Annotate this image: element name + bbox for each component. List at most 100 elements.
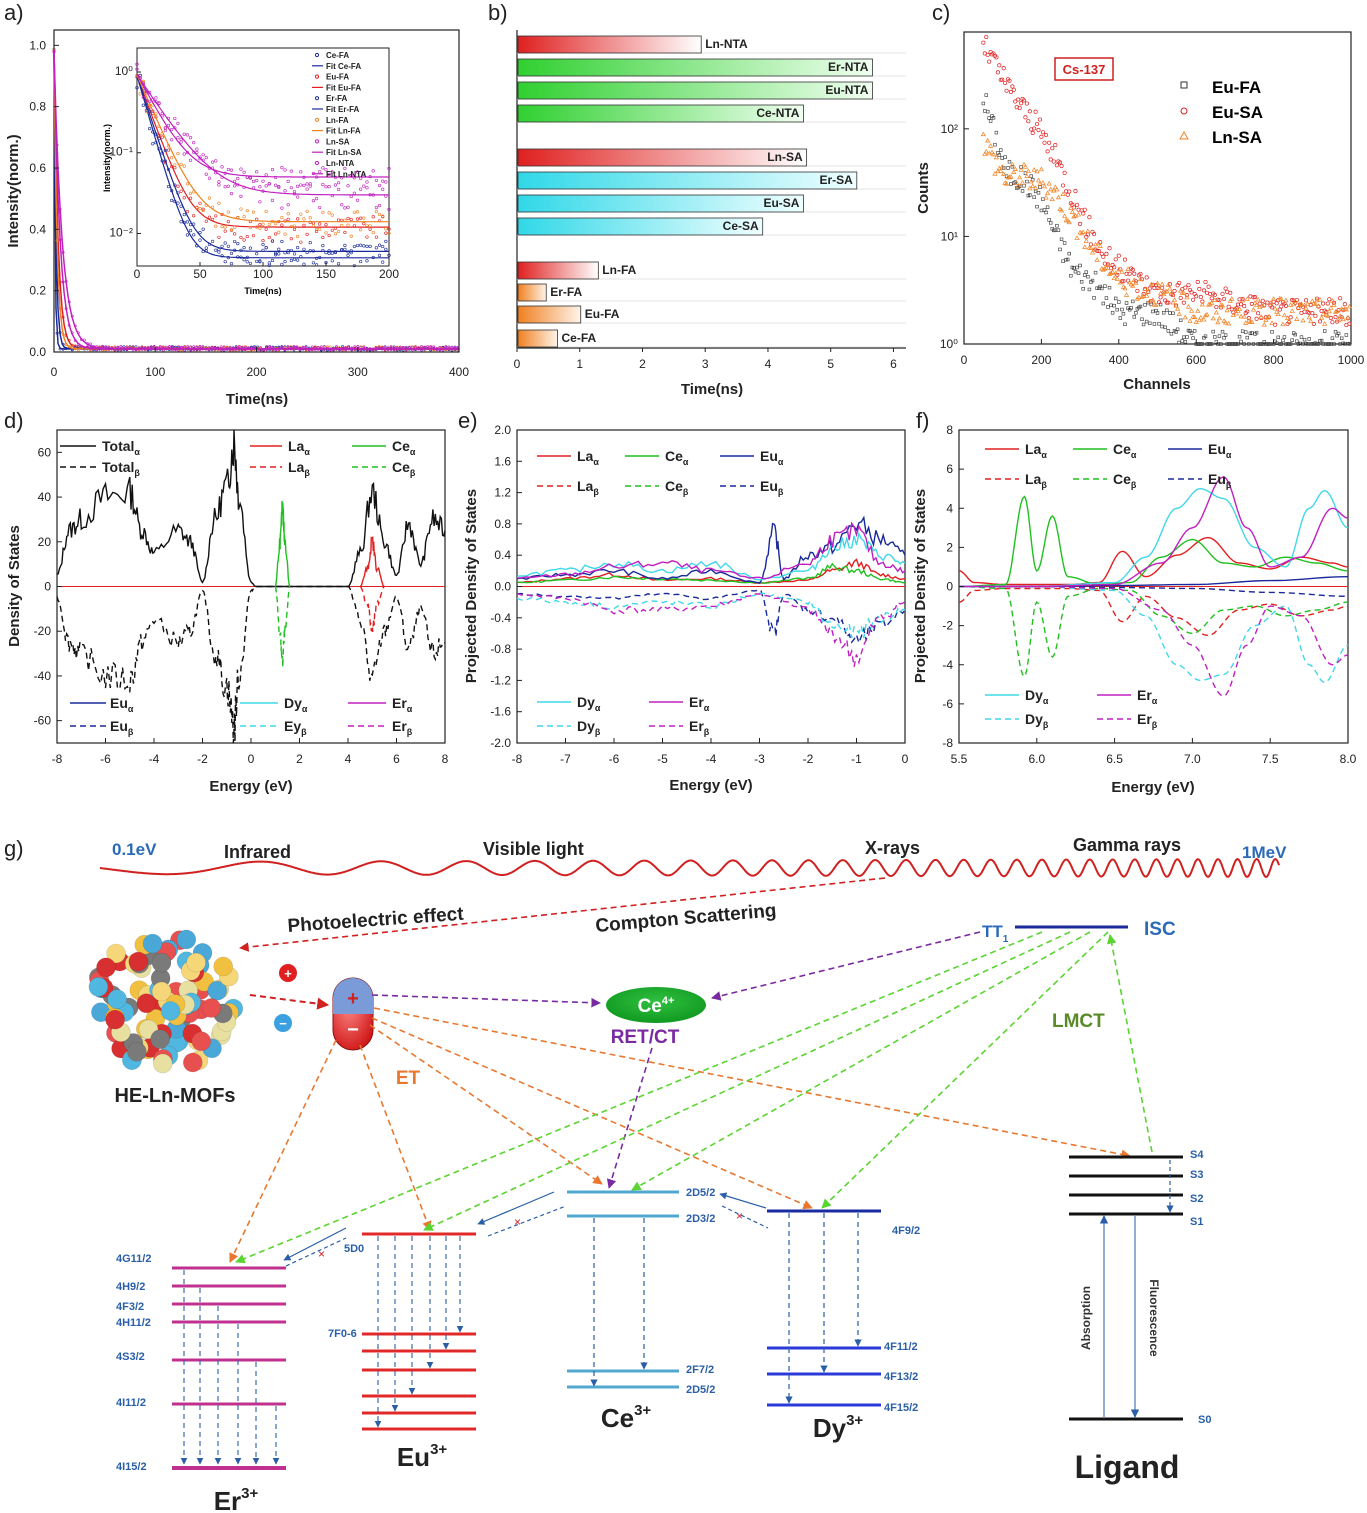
c-point-Eu-SA	[1147, 286, 1152, 291]
inset-point	[182, 152, 186, 156]
inset-point	[229, 228, 234, 232]
t1-label: TT1	[982, 922, 1009, 945]
inset-point	[223, 260, 227, 264]
inset-legend-marker	[314, 117, 320, 122]
inset-point	[229, 251, 234, 256]
c-point-Eu-FA	[1010, 165, 1015, 169]
c-point-Eu-FA	[1086, 274, 1090, 279]
c-point-Eu-SA	[1254, 316, 1259, 321]
dCurves-xtick-label: 0	[248, 752, 255, 766]
er-emission-arrows	[180, 1270, 280, 1465]
c-point-Eu-SA	[1191, 297, 1196, 302]
inset-point	[144, 109, 149, 114]
inset-point	[144, 99, 149, 103]
legend-ce-beta: Ceβ	[392, 459, 416, 478]
c-point-Eu-SA	[1071, 205, 1076, 210]
c-point-Eu-SA	[1033, 109, 1038, 114]
panel-c-legend: Eu-FA Eu-SA Ln-SA	[1179, 78, 1263, 147]
inset-legend-marker	[314, 52, 320, 58]
c-point-Ln-SA	[1314, 297, 1320, 303]
inset-point	[346, 216, 350, 221]
hole-plus-icon: +	[284, 966, 292, 981]
c-point-Ln-SA	[1297, 302, 1303, 307]
c-point-Eu-SA	[1082, 207, 1087, 212]
a-point-Ln-SA	[237, 345, 241, 349]
c-point-Ln-SA	[1233, 310, 1240, 316]
c-point-Ln-SA	[1014, 180, 1020, 185]
c-point-Ln-SA	[1088, 245, 1094, 250]
panel-e-pdos-chart: -8 -7 -6 -5 -4 -3 -2 -1 0 2.0 1.6 1.2 0.8 0.4 0.0 -0.4 -…	[463, 423, 909, 794]
inset-point	[185, 150, 189, 155]
c-point-Eu-SA	[1183, 285, 1188, 290]
a-point-Er-FA	[256, 345, 259, 349]
eu-emission-arrows	[374, 1236, 464, 1428]
capsule-minus-icon: −	[347, 1019, 359, 1041]
c-point-Eu-FA	[1244, 330, 1248, 334]
c-point-Ln-SA	[1289, 308, 1295, 313]
c-point-Ln-SA	[1226, 320, 1232, 326]
inset-point	[346, 205, 350, 209]
inset-point	[223, 229, 227, 233]
c-point-Ln-SA	[1083, 238, 1089, 243]
a-ytick-label: 0.4	[29, 222, 46, 236]
c-point-Ln-SA	[1019, 180, 1026, 185]
c-point-Eu-FA	[1282, 335, 1287, 339]
panel-label-d: d)	[4, 408, 24, 433]
inset-point	[258, 200, 262, 204]
c-point-Eu-FA	[1067, 251, 1071, 256]
inset-point	[226, 220, 230, 224]
inset-point	[365, 223, 369, 227]
c-point-Eu-SA	[1013, 99, 1018, 104]
c-point-Ln-SA	[1041, 183, 1048, 189]
back-transfer-ce-eu	[477, 1191, 555, 1225]
fLegend-legend-item: Laβ	[1025, 471, 1047, 490]
inset-point	[217, 180, 221, 184]
dy-ion-label: Dy3+	[813, 1412, 864, 1443]
inset-point	[377, 183, 382, 188]
inset-point	[141, 95, 145, 100]
ce-label-2f7: 2F7/2	[686, 1364, 714, 1376]
c-point-Eu-FA	[1322, 329, 1327, 333]
ce4-label: Ce4+	[638, 995, 675, 1017]
inset-point	[371, 169, 375, 173]
c-point-Eu-FA	[1044, 210, 1048, 215]
inset-point	[179, 189, 183, 193]
c-point-Ln-SA	[1187, 318, 1193, 323]
c-point-Eu-FA	[1092, 296, 1096, 300]
c-point-Eu-FA	[1149, 302, 1154, 307]
inset-point	[239, 235, 243, 240]
c-point-Eu-FA	[1247, 342, 1251, 346]
c-point-Eu-SA	[1198, 294, 1203, 300]
c-point-Ln-SA	[1079, 230, 1085, 236]
c-point-Eu-FA	[1148, 321, 1152, 326]
c-point-Ln-SA	[1096, 240, 1102, 245]
ce-level-diagram: 2D5/2 2D3/2 2F7/2 2D5/2 Ce3+	[567, 1187, 715, 1433]
inset-point	[349, 217, 353, 222]
c-point-Eu-SA	[1047, 140, 1052, 145]
c-point-Ln-SA	[1110, 269, 1116, 274]
inset-legend-item: Fit Eu-FA	[326, 83, 361, 92]
er-label-4i11: 4I11/2	[116, 1397, 146, 1409]
c-point-Ln-SA	[1284, 315, 1291, 320]
c-point-Eu-FA	[1211, 329, 1215, 334]
c-point-Eu-SA	[1050, 146, 1055, 151]
hole-charge	[279, 964, 297, 982]
bar-label-Ln-FA: Ln-FA	[602, 263, 636, 277]
inset-point	[368, 224, 372, 228]
inset-point	[261, 242, 265, 247]
inset-point	[314, 196, 319, 201]
a-point-Ln-NTA	[319, 345, 323, 349]
c-point-Ln-SA	[1286, 318, 1292, 323]
inset-xtick-label: 150	[316, 267, 336, 281]
c-point-Ln-SA	[1051, 187, 1057, 193]
c-point-Ln-SA	[1266, 313, 1272, 319]
inset-point	[283, 189, 287, 193]
dCurves-xtick-label: -8	[52, 752, 63, 766]
mof-ball	[191, 1031, 212, 1052]
inset-point	[352, 210, 356, 214]
panel-f-ticks: 5.5 6.0 6.5 7.0 7.5 8.0 8 6 4 2 0 -2 -4 -6 -8	[942, 423, 1356, 766]
inset-fit	[136, 75, 389, 259]
fLegend-legend-item: Euα	[1208, 441, 1232, 460]
c-point-Eu-SA	[1155, 286, 1160, 291]
c-point-Ln-SA	[1336, 317, 1342, 323]
